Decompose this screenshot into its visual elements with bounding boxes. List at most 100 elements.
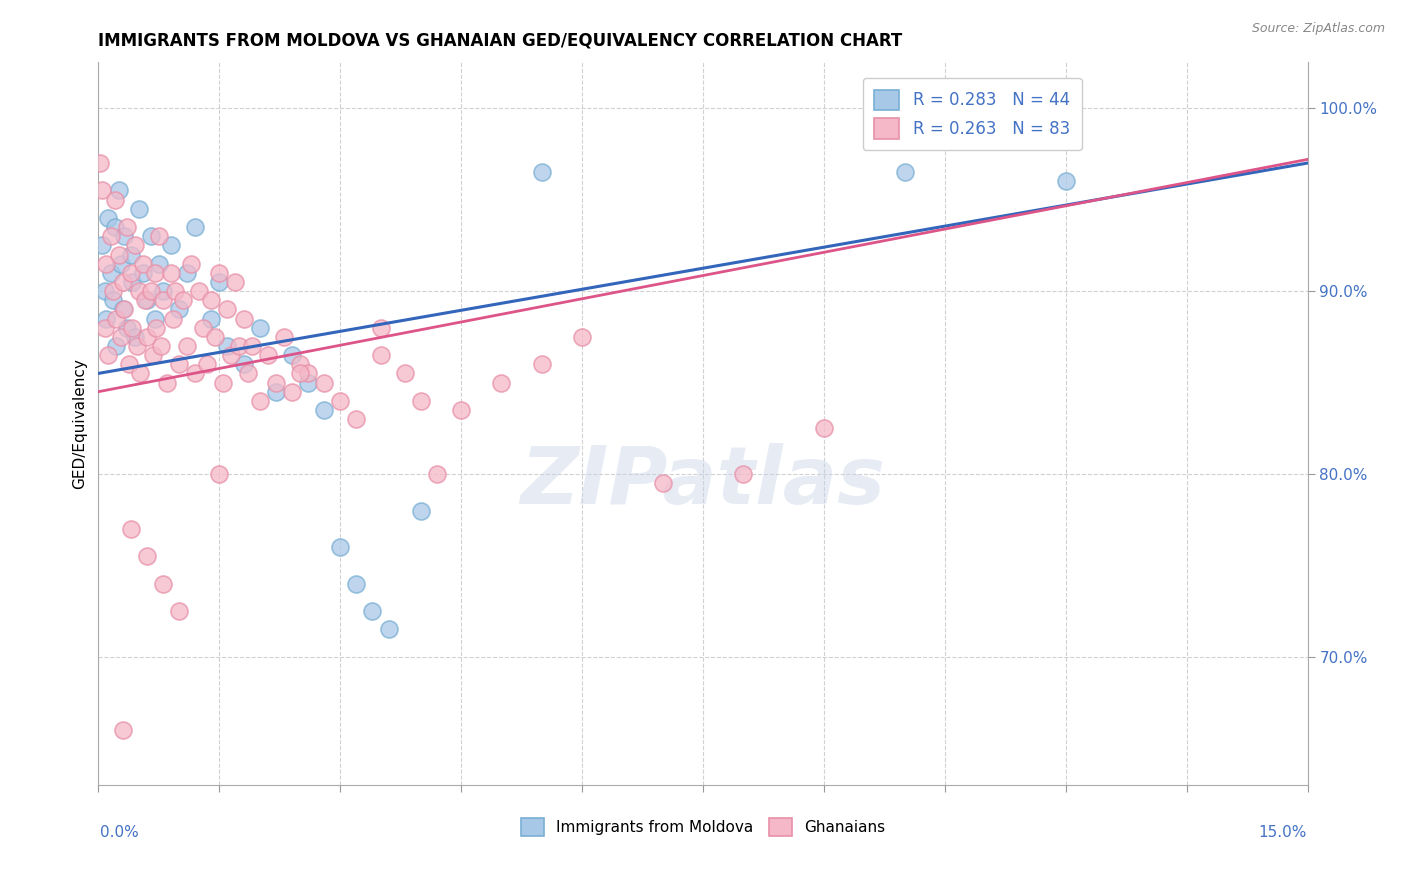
Point [329, 540, 352, 554]
Point [409, 503, 432, 517]
Point [180, 257, 202, 271]
Point [110, 330, 132, 344]
Point [118, 357, 141, 371]
Point [249, 393, 271, 408]
Point [273, 330, 295, 344]
Point [94, 320, 117, 334]
Point [142, 348, 165, 362]
Point [176, 339, 198, 353]
Point [281, 348, 304, 362]
Point [426, 467, 449, 481]
Point [314, 403, 336, 417]
Point [297, 376, 319, 390]
Point [288, 367, 311, 381]
Text: Source: ZipAtlas.com: Source: ZipAtlas.com [1251, 22, 1385, 36]
Point [361, 604, 384, 618]
Point [152, 293, 174, 308]
Point [115, 220, 138, 235]
Point [530, 165, 553, 179]
Point [162, 311, 184, 326]
Point [143, 266, 166, 280]
Point [651, 476, 673, 491]
Legend: Immigrants from Moldova, Ghanaians: Immigrants from Moldova, Ghanaians [515, 812, 891, 842]
Point [120, 266, 142, 280]
Point [530, 357, 553, 371]
Point [377, 623, 399, 637]
Point [232, 311, 254, 326]
Point [124, 238, 146, 252]
Point [329, 393, 352, 408]
Point [132, 266, 155, 280]
Point [148, 229, 170, 244]
Point [129, 367, 152, 381]
Point [288, 357, 311, 371]
Point [208, 275, 231, 289]
Point [176, 266, 198, 280]
Point [139, 284, 162, 298]
Point [228, 339, 250, 353]
Y-axis label: GED/Equivalency: GED/Equivalency [72, 359, 87, 489]
Point [240, 339, 263, 353]
Point [409, 393, 432, 408]
Point [148, 257, 170, 271]
Point [893, 165, 915, 179]
Point [160, 266, 183, 280]
Point [571, 330, 593, 344]
Point [124, 330, 146, 344]
Point [97, 211, 120, 225]
Point [450, 403, 472, 417]
Point [135, 330, 157, 344]
Point [163, 284, 186, 298]
Point [91, 184, 114, 198]
Point [111, 723, 134, 737]
Point [105, 339, 128, 353]
Point [167, 302, 190, 317]
Point [103, 220, 125, 235]
Point [152, 576, 174, 591]
Point [188, 284, 211, 298]
Point [297, 367, 319, 381]
Point [128, 202, 150, 216]
Point [236, 367, 259, 381]
Point [172, 293, 194, 308]
Point [115, 320, 138, 334]
Point [344, 412, 367, 426]
Point [145, 320, 167, 334]
Point [107, 247, 129, 261]
Point [491, 376, 513, 390]
Point [96, 257, 118, 271]
Point [111, 275, 134, 289]
Point [217, 339, 239, 353]
Point [152, 284, 174, 298]
Point [139, 229, 162, 244]
Point [150, 339, 173, 353]
Text: ZIPatlas: ZIPatlas [520, 442, 886, 521]
Point [1054, 174, 1077, 188]
Point [344, 576, 367, 591]
Point [370, 348, 392, 362]
Point [135, 293, 157, 308]
Point [89, 156, 111, 170]
Point [105, 311, 128, 326]
Point [394, 367, 416, 381]
Point [249, 320, 271, 334]
Point [184, 367, 207, 381]
Point [107, 184, 129, 198]
Point [195, 357, 218, 371]
Point [167, 357, 190, 371]
Point [264, 376, 287, 390]
Point [121, 275, 143, 289]
Point [156, 376, 179, 390]
Point [281, 384, 304, 399]
Point [127, 339, 149, 353]
Point [100, 229, 122, 244]
Point [224, 275, 246, 289]
Point [121, 320, 143, 334]
Point [221, 348, 243, 362]
Point [120, 522, 142, 536]
Text: 15.0%: 15.0% [1258, 825, 1306, 839]
Point [208, 467, 231, 481]
Point [94, 284, 117, 298]
Point [112, 229, 135, 244]
Point [110, 257, 132, 271]
